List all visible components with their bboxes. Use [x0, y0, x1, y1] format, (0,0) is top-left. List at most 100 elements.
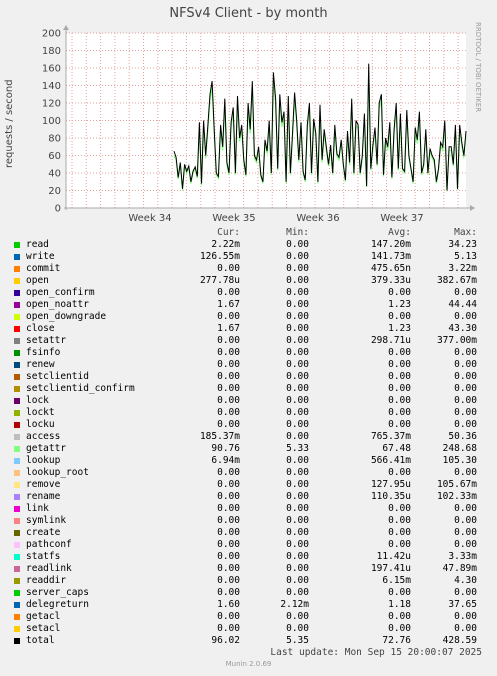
legend-cur: 0.00: [217, 419, 240, 430]
legend-cur: 0.00: [217, 491, 240, 502]
legend-name: getacl: [26, 611, 61, 622]
legend-swatch: [14, 626, 20, 632]
y-tick-label: 100: [42, 116, 61, 127]
legend-cur: 0.00: [217, 515, 240, 526]
legend-max: 0.00: [454, 515, 477, 526]
munin-version: Munin 2.0.69: [225, 660, 272, 668]
legend-name: delegreturn: [26, 599, 89, 610]
legend-row: lock 0.00 0.00 0.00 0.00: [10, 395, 490, 407]
legend-min: 0.00: [286, 431, 309, 442]
legend-swatch: [14, 554, 20, 560]
legend-swatch: [14, 410, 20, 416]
legend-name: rename: [26, 491, 61, 502]
y-tick-label: 160: [42, 64, 61, 75]
legend-name: lock: [26, 395, 49, 406]
legend-avg: 0.00: [388, 407, 411, 418]
legend-min: 0.00: [286, 299, 309, 310]
y-tick-label: 60: [48, 151, 61, 162]
legend-swatch: [14, 434, 20, 440]
legend-avg: 0.00: [388, 383, 411, 394]
legend-row: setattr 0.00 0.00 298.71u 377.00m: [10, 335, 490, 347]
legend-swatch: [14, 362, 20, 368]
legend-max: 0.00: [454, 383, 477, 394]
y-tick-label: 20: [48, 186, 61, 197]
legend-avg: 147.20m: [370, 239, 411, 250]
legend-avg: 67.48: [382, 443, 411, 454]
legend-min: 0.00: [286, 275, 309, 286]
legend-swatch: [14, 338, 20, 344]
legend-name: fsinfo: [26, 347, 61, 358]
legend-cur: 0.00: [217, 359, 240, 370]
legend-max: 102.33m: [436, 491, 477, 502]
legend-max: 0.00: [454, 587, 477, 598]
legend-max: 382.67m: [436, 275, 477, 286]
legend-row: open_confirm 0.00 0.00 0.00 0.00: [10, 287, 490, 299]
legend-cur: 0.00: [217, 335, 240, 346]
legend-max: 34.23: [448, 239, 477, 250]
legend-cur: 0.00: [217, 611, 240, 622]
legend-avg: 0.00: [388, 395, 411, 406]
legend-name: open_confirm: [26, 287, 95, 298]
legend-name: total: [26, 635, 55, 646]
legend-min: 0.00: [286, 287, 309, 298]
y-tick-label: 200: [42, 29, 61, 40]
legend-swatch: [14, 638, 20, 644]
x-tick-label: Week 36: [296, 213, 339, 224]
legend-min: 0.00: [286, 239, 309, 250]
legend-max: 4.30: [454, 575, 477, 586]
legend-row: lookup_root 0.00 0.00 0.00 0.00: [10, 467, 490, 479]
legend-avg: 379.33u: [370, 275, 411, 286]
legend-min: 5.33: [286, 443, 309, 454]
legend-min: 0.00: [286, 587, 309, 598]
legend-cur: 0.00: [217, 479, 240, 490]
legend-name: symlink: [26, 515, 67, 526]
legend-rows: read 2.22m 0.00 147.20m 34.23 write 126.55m 0.0…: [10, 239, 490, 647]
legend-name: link: [26, 503, 49, 514]
legend-cur: 0.00: [217, 575, 240, 586]
header-max: Max:: [454, 227, 477, 238]
legend-min: 0.00: [286, 503, 309, 514]
legend-avg: 0.00: [388, 623, 411, 634]
legend-name: readdir: [26, 575, 67, 586]
legend-cur: 0.00: [217, 551, 240, 562]
legend-row: lookup 6.94m 0.00 566.41m 105.30: [10, 455, 490, 467]
legend-row: total 96.02 5.35 72.76 428.59: [10, 635, 490, 647]
legend-row: readlink 0.00 0.00 197.41u 47.89m: [10, 563, 490, 575]
series-group: [173, 63, 467, 192]
legend-row: readdir 0.00 0.00 6.15m 4.30: [10, 575, 490, 587]
legend-min: 2.12m: [280, 599, 309, 610]
legend-row: open 277.78u 0.00 379.33u 382.67m: [10, 275, 490, 287]
legend-name: statfs: [26, 551, 61, 562]
legend-min: 0.00: [286, 551, 309, 562]
legend-max: 0.00: [454, 623, 477, 634]
legend-min: 0.00: [286, 407, 309, 418]
legend-min: 0.00: [286, 359, 309, 370]
legend-cur: 1.67: [217, 323, 240, 334]
legend-swatch: [14, 590, 20, 596]
legend-row: delegreturn 1.60 2.12m 1.18 37.65: [10, 599, 490, 611]
legend-cur: 185.37m: [199, 431, 240, 442]
legend-cur: 1.67: [217, 299, 240, 310]
legend-cur: 0.00: [217, 347, 240, 358]
y-tick-label: 80: [48, 134, 61, 145]
legend-name: renew: [26, 359, 55, 370]
legend-row: link 0.00 0.00 0.00 0.00: [10, 503, 490, 515]
legend-min: 0.00: [286, 455, 309, 466]
legend-swatch: [14, 422, 20, 428]
legend-swatch: [14, 386, 20, 392]
legend-cur: 90.76: [211, 443, 240, 454]
legend-row: write 126.55m 0.00 141.73m 5.13: [10, 251, 490, 263]
legend-cur: 0.00: [217, 287, 240, 298]
header-cur: Cur:: [217, 227, 240, 238]
x-tick-label: Week 34: [128, 213, 171, 224]
y-tick-label: 40: [48, 169, 61, 180]
legend-max: 0.00: [454, 311, 477, 322]
legend-avg: 1.23: [388, 299, 411, 310]
legend-max: 50.36: [448, 431, 477, 442]
legend-swatch: [14, 266, 20, 272]
legend-avg: 127.95u: [370, 479, 411, 490]
legend-name: setclientid: [26, 371, 89, 382]
legend-name: commit: [26, 263, 61, 274]
legend-swatch: [14, 446, 20, 452]
